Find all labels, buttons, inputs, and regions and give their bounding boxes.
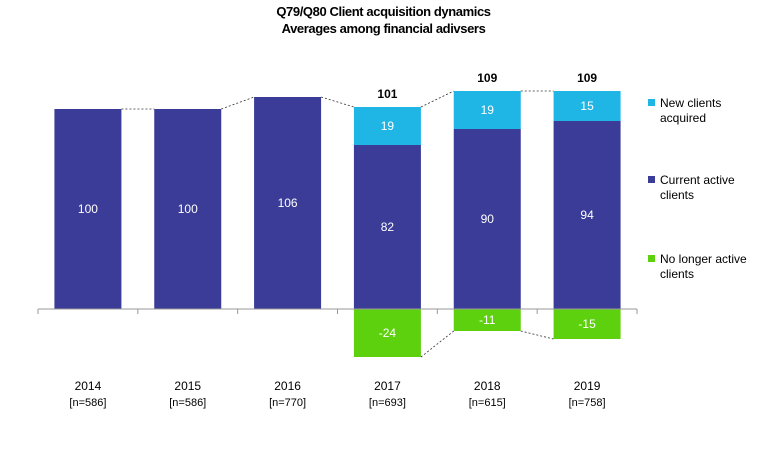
bar-current-2017 xyxy=(353,145,421,309)
bar-current-2018 xyxy=(453,129,521,309)
data-label-current-2017: 82 xyxy=(381,220,395,234)
sample-size-label-2018: [n=615] xyxy=(469,397,506,409)
sample-size-label-2016: [n=770] xyxy=(269,397,306,409)
x-tick-label-2019: 2019 xyxy=(574,379,601,393)
x-tick-label-2016: 2016 xyxy=(274,379,301,393)
bar-current-2014 xyxy=(54,109,122,309)
sample-size-label-2014: [n=586] xyxy=(69,397,106,409)
legend-item-lost-clients: No longer active clients xyxy=(648,252,760,282)
connector-bottom-3 xyxy=(420,330,454,358)
chart-subtitle: Averages among financial adivsers xyxy=(281,21,486,36)
data-label-current-2015: 100 xyxy=(178,202,198,216)
data-label-new-2018: 19 xyxy=(481,103,495,117)
legend-label-lost-clients: No longer active clients xyxy=(660,252,747,281)
total-label-2018: 109 xyxy=(477,71,497,85)
bar-new-2019 xyxy=(553,91,621,121)
data-label-new-2019: 15 xyxy=(580,99,594,113)
sample-size-label-2017: [n=693] xyxy=(369,397,406,409)
connector-top-2 xyxy=(320,96,355,108)
bar-current-2015 xyxy=(154,109,222,309)
sample-size-label-2015: [n=586] xyxy=(169,397,206,409)
bar-lost-2018 xyxy=(453,309,521,331)
data-label-current-2016: 106 xyxy=(278,196,298,210)
bar-lost-2017 xyxy=(353,309,421,357)
x-tick-label-2018: 2018 xyxy=(474,379,501,393)
data-label-current-2014: 100 xyxy=(78,202,98,216)
legend-swatch-new-clients xyxy=(648,99,655,106)
data-label-lost-2017: -24 xyxy=(379,326,397,340)
sample-size-label-2019: [n=758] xyxy=(569,397,606,409)
x-tick-label-2015: 2015 xyxy=(174,379,201,393)
data-label-current-2018: 90 xyxy=(481,212,495,226)
connector-bottom-4 xyxy=(520,330,554,340)
bar-lost-2019 xyxy=(553,309,621,339)
x-tick-label-2017: 2017 xyxy=(374,379,401,393)
legend-label-current-clients: Current active clients xyxy=(660,173,735,202)
total-label-2019: 109 xyxy=(577,71,597,85)
x-tick-label-2014: 2014 xyxy=(75,379,102,393)
legend-item-new-clients: New clients acquired xyxy=(648,96,760,126)
data-label-new-2017: 19 xyxy=(381,119,395,133)
legend-swatch-current-clients xyxy=(648,176,655,183)
bar-current-2016 xyxy=(254,97,322,309)
total-label-2017: 101 xyxy=(377,87,397,101)
bar-new-2018 xyxy=(453,91,521,129)
legend-item-current-clients: Current active clients xyxy=(648,173,760,203)
connector-top-1 xyxy=(221,96,255,110)
chart-title: Q79/Q80 Client acquisition dynamics xyxy=(276,4,491,19)
connector-top-3 xyxy=(420,90,454,108)
legend-label-new-clients: New clients acquired xyxy=(660,96,722,125)
data-label-current-2019: 94 xyxy=(580,208,594,222)
data-label-lost-2019: -15 xyxy=(578,317,596,331)
bar-new-2017 xyxy=(353,107,421,145)
bar-current-2019 xyxy=(553,121,621,309)
data-label-lost-2018: -11 xyxy=(479,313,496,327)
legend-swatch-lost-clients xyxy=(648,255,655,262)
